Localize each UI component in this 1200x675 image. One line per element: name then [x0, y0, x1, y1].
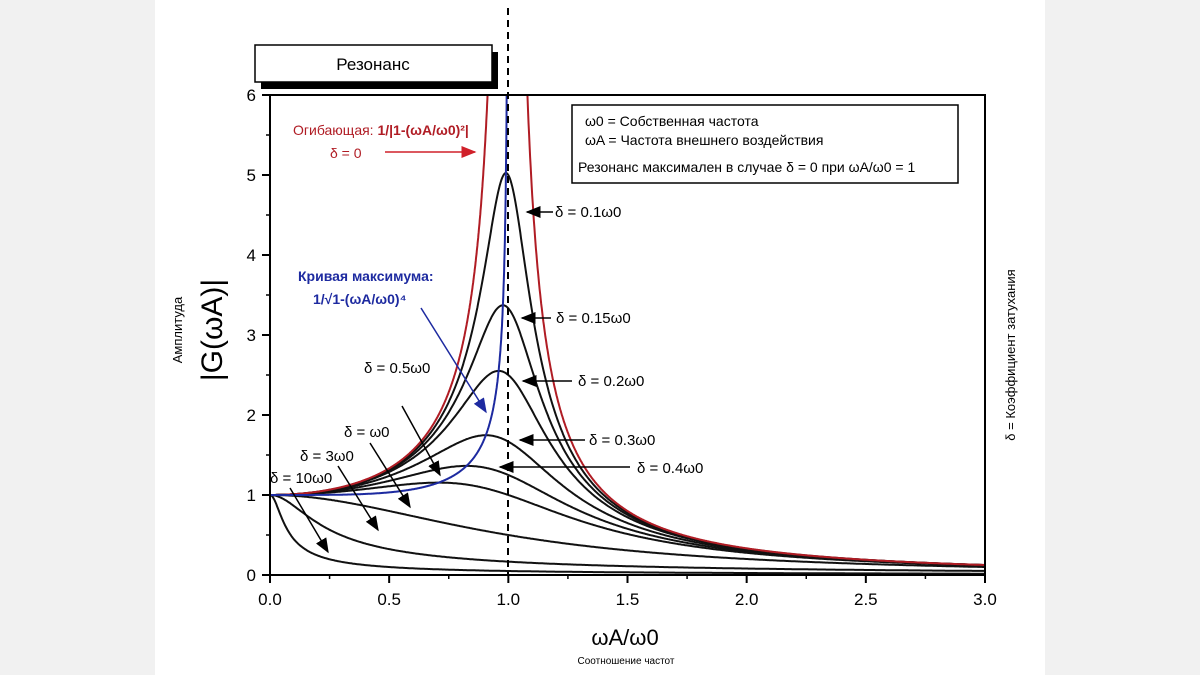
x-tick-label: 0.5: [377, 590, 401, 609]
y-axis-sublabel: Амплитуда: [170, 296, 185, 363]
series-line-delta-3: [270, 494, 985, 572]
series-label-arrow: [369, 442, 411, 509]
x-tick-label: 2.0: [735, 590, 759, 609]
chart-title: Резонанс: [336, 55, 410, 74]
y-tick-label: 0: [247, 566, 256, 585]
right-damping-label: δ = Коэффициент затухания: [1003, 269, 1018, 440]
series-label: δ = 0.15ω0: [556, 310, 631, 327]
y-tick-label: 5: [247, 166, 256, 185]
x-tick-label: 1.0: [497, 590, 521, 609]
y-tick-label: 3: [247, 326, 256, 345]
series-label: δ = 0.4ω0: [637, 460, 703, 477]
series-line-delta-1: [270, 494, 985, 568]
series-label: δ = ω0: [344, 424, 390, 441]
envelope-curve-left: [270, 95, 489, 496]
max-curve-formula: 1/√1-(ωA/ω0)⁴: [313, 291, 407, 307]
series-label-arrow: [289, 487, 329, 554]
x-tick-label: 1.5: [616, 590, 640, 609]
series-label: δ = 0.2ω0: [578, 373, 644, 390]
series-label: δ = 10ω0: [270, 470, 332, 487]
legend-line-natural-frequency: ω0 = Собственная частота: [585, 113, 759, 129]
x-tick-label: 3.0: [973, 590, 997, 609]
envelope-label: Огибающая: 1/|1-(ωA/ω0)²|: [293, 122, 469, 138]
y-tick-label: 1: [247, 486, 256, 505]
x-axis-sublabel: Соотношение частот: [578, 656, 675, 667]
y-tick-label: 6: [247, 86, 256, 105]
envelope-curve-right: [526, 95, 985, 566]
envelope-delta-label: δ = 0: [330, 145, 362, 161]
x-axis-label: ωA/ω0: [591, 625, 658, 650]
series-label-arrow: [337, 465, 379, 532]
series-label-arrow: [401, 405, 441, 477]
max-curve-arrow: [420, 307, 487, 414]
series-label: δ = 0.3ω0: [589, 432, 655, 449]
series-label: δ = 0.5ω0: [364, 360, 430, 377]
y-tick-label: 4: [247, 246, 256, 265]
series-line-delta-10: [270, 494, 985, 575]
max-curve-label: Кривая максимума:: [298, 268, 434, 284]
y-tick-label: 2: [247, 406, 256, 425]
x-tick-label: 2.5: [854, 590, 878, 609]
y-axis-label: |G(ωA)|: [196, 279, 229, 381]
legend-box: [571, 104, 959, 184]
legend-line-driving-frequency: ωA = Частота внешнего воздействия: [585, 132, 823, 148]
title-box: [254, 44, 493, 83]
series-label: δ = 0.1ω0: [555, 204, 621, 221]
series-label: δ = 3ω0: [300, 448, 354, 465]
legend-line-resonance-condition: Резонанс максимален в случае δ = 0 при ω…: [578, 159, 915, 175]
x-tick-label: 0.0: [258, 590, 282, 609]
series-line-delta-0_5: [270, 481, 985, 567]
max-curve-line: [270, 95, 508, 496]
